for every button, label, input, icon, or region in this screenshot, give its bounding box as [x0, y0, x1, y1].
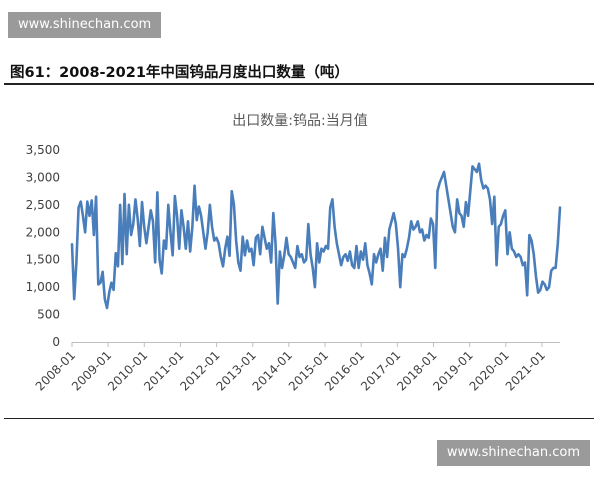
series-line — [70, 162, 562, 310]
watermark-top: www.shinechan.com — [8, 12, 162, 38]
y-tick-label: 1,500 — [26, 253, 60, 267]
chart-title: 出口数量:钨品:当月值 — [232, 113, 368, 129]
x-tick-label: 2021-01 — [503, 348, 548, 393]
y-tick-label: 0 — [52, 335, 60, 349]
figure-title: 图61：2008-2021年中国钨品月度出口数量（吨） — [10, 65, 349, 81]
y-axis-labels: 0 500 1,000 1,500 2,000 2,500 3,000 3,500 — [26, 143, 60, 349]
line-chart: 0 500 1,000 1,500 2,000 2,500 3,000 3,500 2008-… — [26, 143, 562, 394]
watermark-bottom: www.shinechan.com — [436, 440, 590, 466]
y-tick-label: 2,000 — [26, 225, 60, 239]
y-tick-label: 2,500 — [26, 198, 60, 212]
title-rule — [4, 83, 594, 85]
series-group — [70, 162, 562, 310]
y-tick-label: 3,000 — [26, 170, 60, 184]
y-tick-label: 500 — [37, 308, 60, 322]
y-tick-label: 3,500 — [26, 143, 60, 157]
y-tick-label: 1,000 — [26, 280, 60, 294]
x-axis: 2008-012009-012010-012011-012012-012013-… — [33, 342, 560, 394]
bottom-rule — [4, 418, 594, 419]
